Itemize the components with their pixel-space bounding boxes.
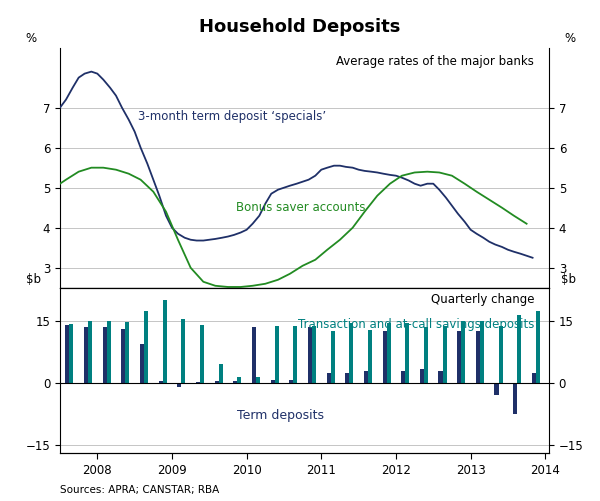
Bar (364, 371, 368, 383)
Text: 3-month term deposit ‘specials’: 3-month term deposit ‘specials’ (138, 110, 326, 123)
Bar (196, 382, 200, 383)
Bar (424, 327, 428, 383)
Bar (125, 322, 130, 383)
Bar (177, 383, 181, 387)
Bar (256, 377, 260, 383)
Bar (405, 323, 409, 383)
Bar (293, 326, 298, 383)
Bar (331, 331, 335, 383)
Bar (480, 321, 484, 383)
Bar (383, 331, 386, 383)
Bar (461, 321, 466, 383)
Bar (121, 329, 125, 383)
Bar (163, 300, 167, 383)
Bar (345, 373, 349, 383)
Bar (312, 326, 316, 383)
Bar (252, 327, 256, 383)
Bar (289, 380, 293, 383)
Bar (238, 377, 241, 383)
Text: Average rates of the major banks: Average rates of the major banks (337, 55, 535, 68)
Bar (439, 371, 443, 383)
Text: Sources: APRA; CANSTAR; RBA: Sources: APRA; CANSTAR; RBA (60, 485, 219, 495)
Bar (476, 331, 480, 383)
Bar (386, 323, 391, 383)
Text: Quarterly change: Quarterly change (431, 293, 535, 306)
Bar (532, 373, 536, 383)
Bar (308, 327, 312, 383)
Bar (271, 380, 275, 383)
Bar (88, 321, 92, 383)
Bar (275, 326, 279, 383)
Bar (181, 319, 185, 383)
Bar (215, 381, 218, 383)
Text: %: % (565, 32, 576, 45)
Text: Term deposits: Term deposits (236, 409, 323, 422)
Bar (499, 326, 503, 383)
Bar (70, 324, 73, 383)
Text: $b: $b (26, 273, 41, 286)
Bar (513, 383, 517, 414)
Bar (140, 344, 144, 383)
Bar (401, 371, 405, 383)
Bar (84, 327, 88, 383)
Bar (517, 315, 521, 383)
Bar (457, 331, 461, 383)
Bar (200, 325, 204, 383)
Text: Transaction and at-call savings deposits: Transaction and at-call savings deposits (298, 318, 535, 331)
Text: %: % (26, 32, 37, 45)
Bar (144, 311, 148, 383)
Bar (103, 327, 107, 383)
Bar (349, 323, 353, 383)
Bar (233, 381, 238, 383)
Text: Bonus saver accounts: Bonus saver accounts (236, 201, 365, 214)
Bar (218, 364, 223, 383)
Bar (158, 381, 163, 383)
Bar (536, 311, 540, 383)
Bar (107, 321, 111, 383)
Bar (326, 373, 331, 383)
Bar (420, 369, 424, 383)
Text: Household Deposits: Household Deposits (199, 18, 401, 36)
Bar (65, 325, 70, 383)
Bar (494, 383, 499, 395)
Bar (368, 330, 372, 383)
Text: $b: $b (561, 273, 576, 286)
Bar (443, 326, 447, 383)
